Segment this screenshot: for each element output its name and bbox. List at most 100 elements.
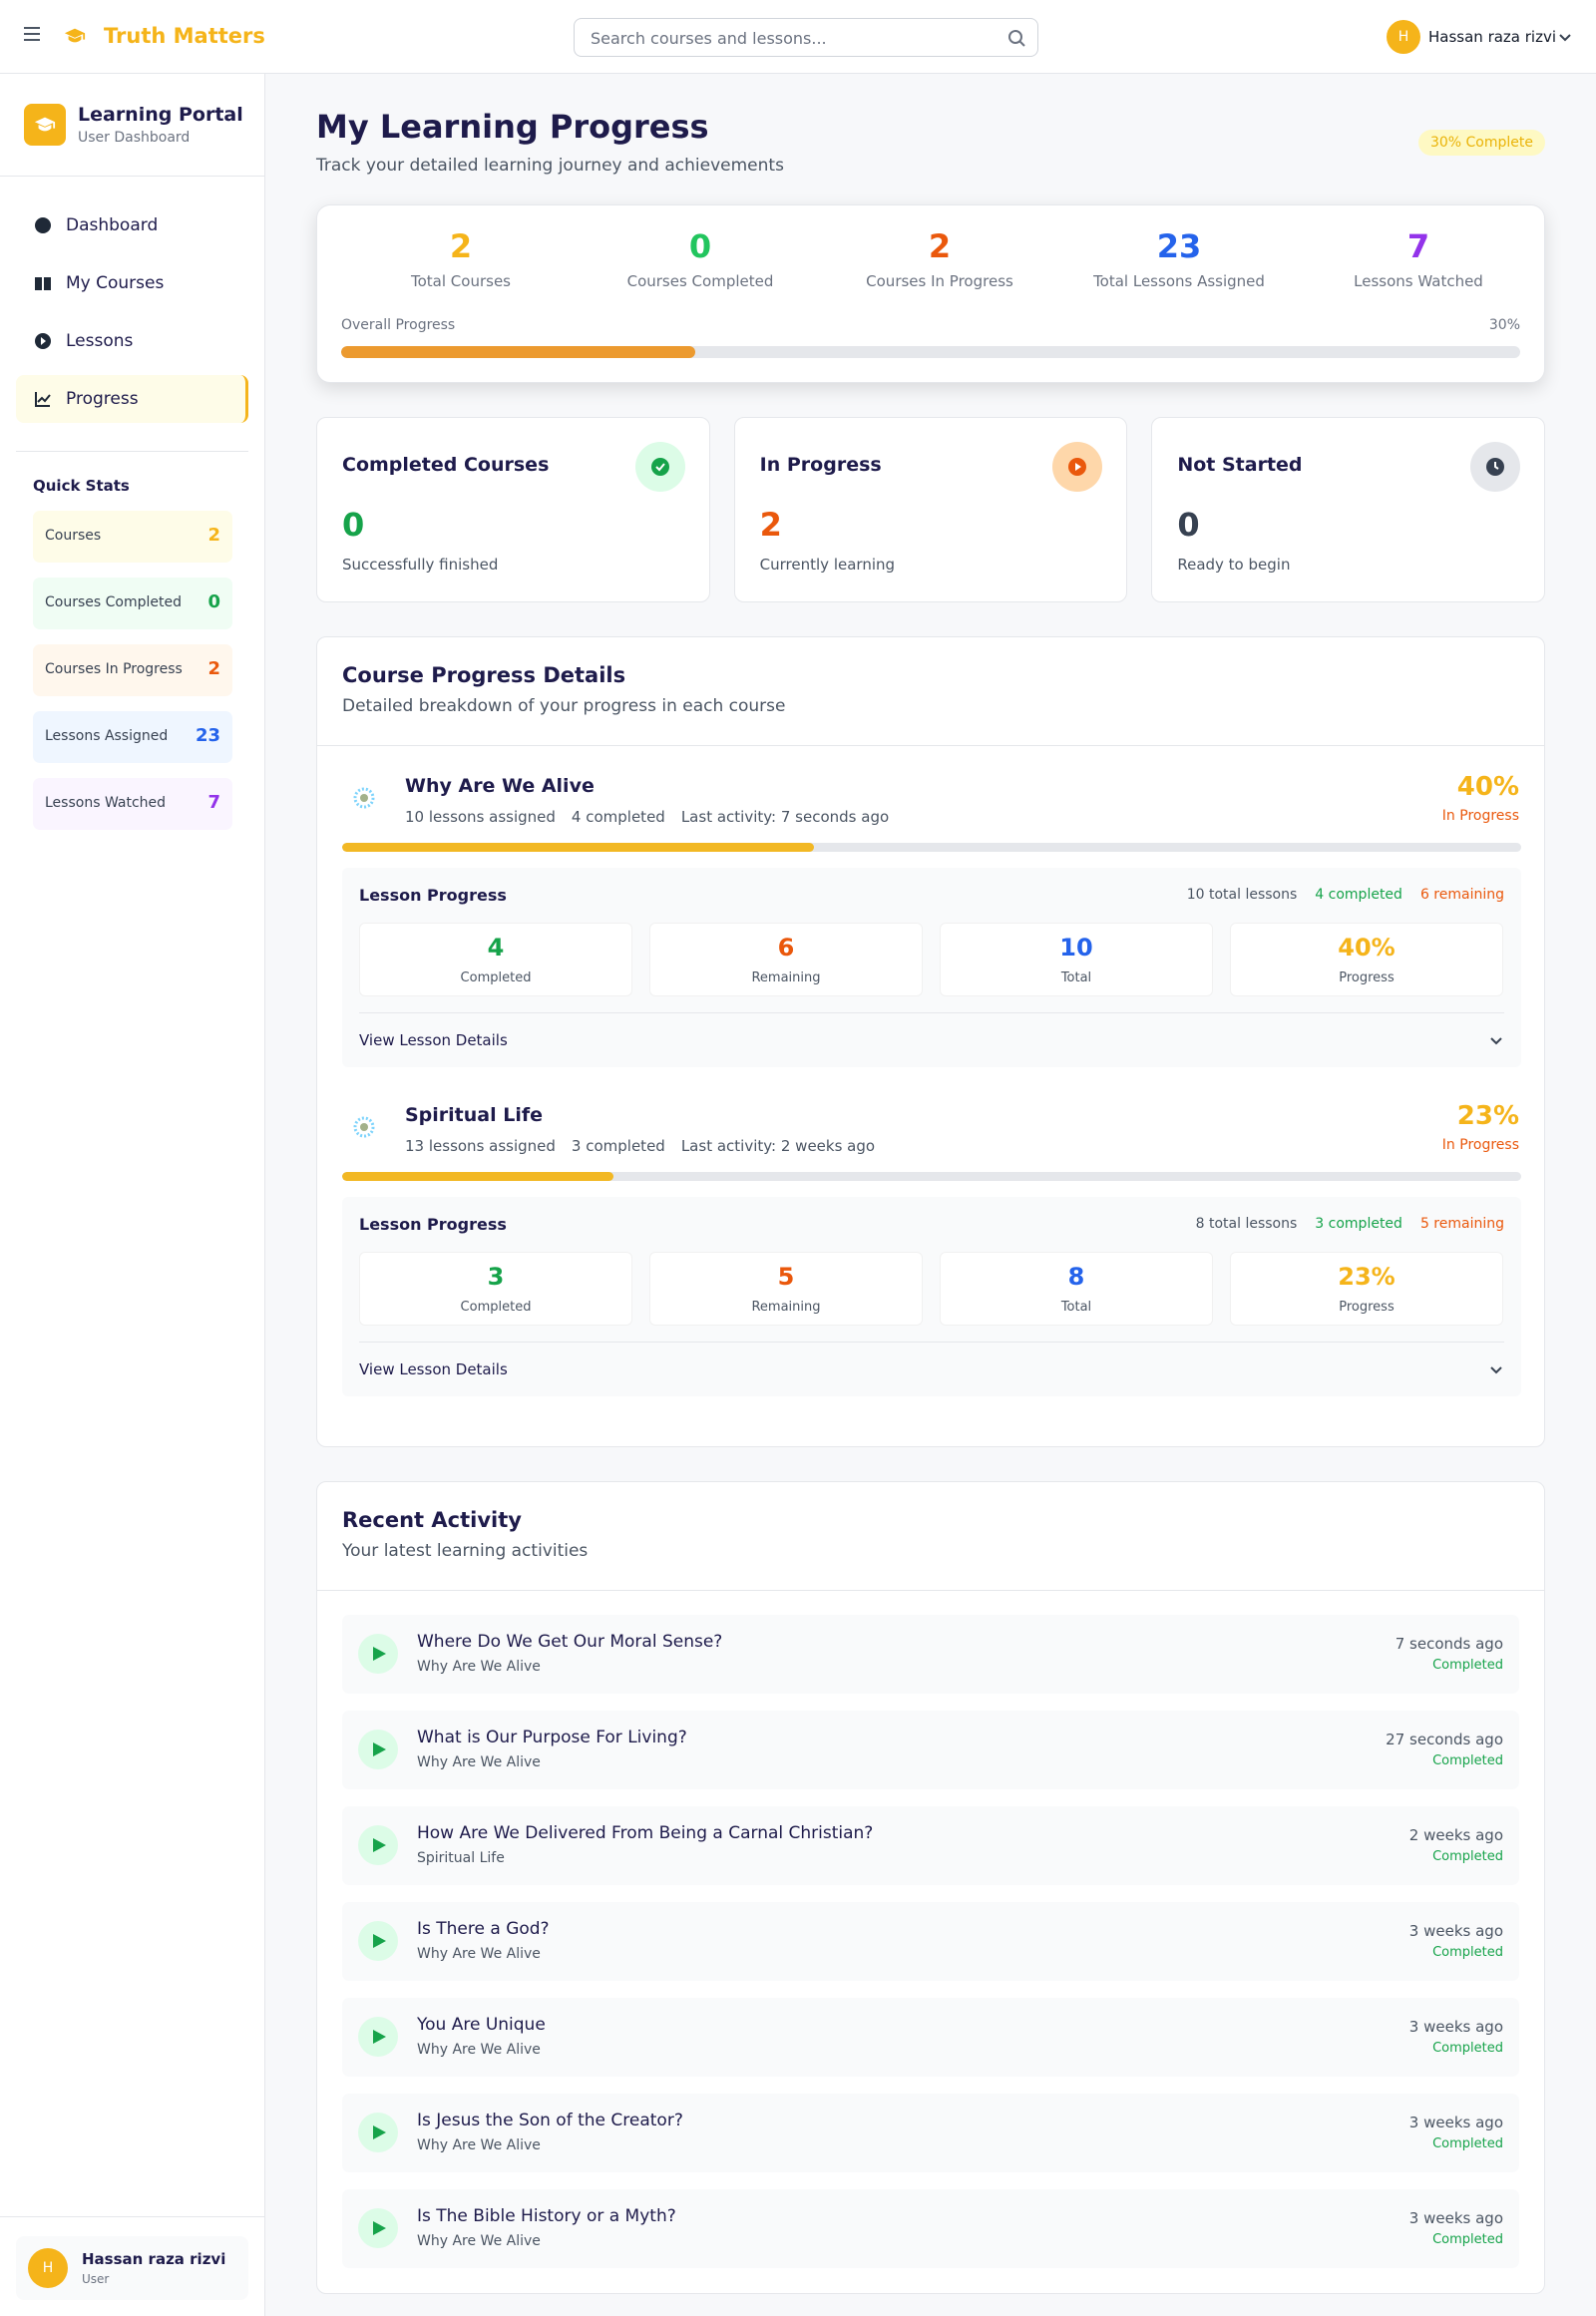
search-box[interactable]: Search courses and lessons...	[574, 18, 1038, 57]
icon-part	[35, 333, 51, 349]
activity-item[interactable]: Is Jesus the Son of the Creator? Why Are …	[342, 2094, 1519, 2172]
details-toggle[interactable]: View Lesson Details	[359, 1354, 1504, 1384]
user-card: H Hassan raza rizvi User	[16, 2236, 248, 2300]
icon-part	[1559, 34, 1571, 42]
icon-part	[1490, 1366, 1502, 1374]
portal-title: Learning Portal	[78, 104, 243, 126]
lesson-stat-value: 3	[487, 1263, 505, 1291]
user-name: Hassan raza rizvi	[82, 2250, 226, 2268]
status-caption: Currently learning	[759, 556, 896, 574]
icon-part	[373, 2030, 386, 2044]
nav-label: Dashboard	[66, 215, 159, 235]
menu-button[interactable]	[22, 24, 42, 44]
icon-part	[373, 1742, 386, 1756]
nav-item[interactable]: Dashboard	[16, 201, 248, 249]
chevron	[1488, 1033, 1504, 1053]
user-avatar: H	[1387, 20, 1420, 54]
icon-part	[373, 2125, 386, 2139]
activity-item[interactable]: What is Our Purpose For Living? Why Are W…	[342, 1711, 1519, 1789]
status-caption: Ready to begin	[1177, 556, 1291, 574]
activity-item[interactable]: Is There a God? Why Are We Alive 3 weeks a…	[342, 1902, 1519, 1981]
icon-part	[24, 27, 40, 41]
last-activity: Last activity: 2 weeks ago	[680, 1137, 876, 1155]
icon-part	[373, 2221, 386, 2235]
nav-label: My Courses	[66, 273, 165, 293]
icon-part	[1559, 34, 1571, 42]
activity-item[interactable]: You Are Unique Why Are We Alive 3 weeks ag…	[342, 1998, 1519, 2077]
lesson-stat-box: 10 Total	[940, 923, 1213, 996]
activity-item[interactable]: Is The Bible History or a Myth? Why Are W…	[342, 2189, 1519, 2268]
lesson-stat-value: 4	[487, 934, 505, 962]
sidebar: Learning Portal User Dashboard Dashboard My…	[0, 74, 265, 2316]
lesson-summary: 10 total lessons 4 completed 6 remaining	[1187, 887, 1504, 903]
play-icon	[358, 1825, 398, 1865]
icon-part	[1018, 40, 1025, 47]
icon-part	[353, 787, 375, 809]
icon-part	[35, 217, 51, 233]
lesson-stat-box: 3 Completed	[359, 1252, 632, 1326]
status-icon	[1052, 442, 1103, 492]
details-toggle[interactable]: View Lesson Details	[359, 1025, 1504, 1055]
icon-part	[1490, 1037, 1502, 1045]
quick-stat-label: Courses Completed	[45, 594, 182, 610]
section-title: Course Progress Details	[342, 663, 626, 687]
icon-part	[1490, 1037, 1502, 1045]
nav-icon	[34, 274, 52, 296]
status-cards: Completed Courses 0 Successfully finished I…	[316, 417, 1546, 602]
top-bar: Truth Matters Search courses and lessons.…	[0, 0, 1596, 74]
course: Why Are We Alive 10 lessons assigned 4 com…	[342, 746, 1521, 1075]
course-name: Spiritual Life	[405, 1104, 544, 1126]
icon-part	[353, 1116, 375, 1138]
status-caption: Successfully finished	[342, 556, 499, 574]
icon-part	[353, 1116, 375, 1138]
icon-part	[650, 458, 669, 476]
quick-stats-title: Quick Stats	[33, 477, 130, 495]
user-menu[interactable]: H Hassan raza rizvi	[1387, 20, 1586, 54]
lesson-stat-box: 4 Completed	[359, 923, 632, 996]
section-header: Recent Activity Your latest learning acti…	[317, 1482, 1544, 1591]
nav-item[interactable]: Lessons	[16, 317, 248, 365]
summary-label: Total Courses	[411, 272, 511, 290]
icon-part	[68, 36, 82, 43]
quick-stat-label: Courses In Progress	[45, 661, 183, 677]
lesson-stat-box: 6 Remaining	[649, 923, 923, 996]
icon-part	[1486, 458, 1505, 476]
activity-time: 2 weeks ago	[1408, 1826, 1503, 1844]
icon-part	[1490, 1366, 1502, 1374]
nav-item[interactable]: My Courses	[16, 259, 248, 307]
remaining-summary: 6 remaining	[1419, 887, 1504, 903]
lesson-stat-value: 6	[777, 934, 795, 962]
section-subtitle: Detailed breakdown of your progress in e…	[342, 696, 786, 716]
status-title: Completed Courses	[342, 454, 550, 476]
summary-label: Total Lessons Assigned	[1093, 272, 1265, 290]
activity-item[interactable]: Where Do We Get Our Moral Sense? Why Are …	[342, 1615, 1519, 1694]
play-icon	[358, 1730, 398, 1769]
page-heading: My Learning Progress Track your detailed …	[316, 74, 1545, 204]
icon-part	[373, 1742, 386, 1756]
course-icon	[352, 1115, 376, 1143]
play-icon	[358, 2208, 398, 2248]
page-subtitle: Track your detailed learning journey and…	[316, 156, 784, 176]
course: Spiritual Life 13 lessons assigned 3 compl…	[342, 1075, 1521, 1404]
quick-stat-value: 0	[207, 591, 220, 612]
main-content: My Learning Progress Track your detailed …	[316, 74, 1546, 2294]
divider	[359, 1342, 1504, 1343]
nav-item[interactable]: Progress	[16, 375, 248, 423]
lesson-progress-title: Lesson Progress	[359, 886, 507, 905]
icon-part	[35, 392, 51, 407]
course-status: In Progress	[1441, 1137, 1519, 1153]
activity-title: What is Our Purpose For Living?	[417, 1728, 687, 1747]
icon-part	[64, 28, 86, 40]
activity-item[interactable]: How Are We Delivered From Being a Carnal…	[342, 1806, 1519, 1885]
quick-stat-value: 7	[207, 792, 220, 813]
user-avatar: H	[28, 2248, 68, 2288]
quick-stat: Lessons Assigned 23	[33, 711, 232, 763]
search-placeholder: Search courses and lessons...	[591, 29, 827, 48]
activity-status: Completed	[1432, 1945, 1503, 1960]
section-title: Recent Activity	[342, 1508, 522, 1532]
lesson-progress-panel: Lesson Progress 8 total lessons 3 complete…	[342, 1197, 1521, 1396]
nav-icon	[34, 390, 52, 412]
icon-part	[1075, 463, 1082, 471]
summary-value: 23	[1156, 227, 1202, 265]
